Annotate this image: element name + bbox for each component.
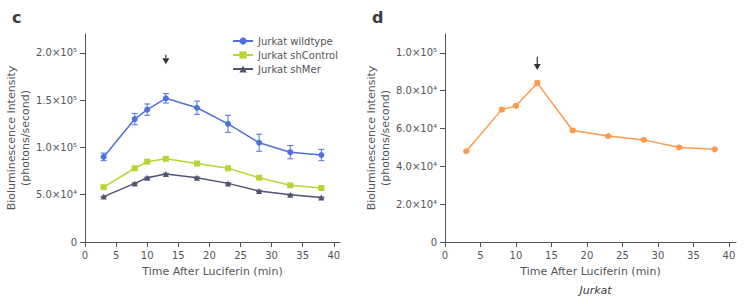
- svg-text:30: 30: [652, 250, 665, 261]
- svg-text:35: 35: [296, 250, 309, 261]
- svg-text:2.0×10⁴: 2.0×10⁴: [396, 199, 437, 210]
- svg-text:4.0×10⁴: 4.0×10⁴: [396, 161, 437, 172]
- svg-text:15: 15: [172, 250, 185, 261]
- svg-text:2.0×10⁵: 2.0×10⁵: [36, 47, 77, 58]
- svg-text:10: 10: [510, 250, 523, 261]
- svg-text:Time After Luciferin (min): Time After Luciferin (min): [519, 265, 660, 278]
- svg-text:Jurkat: Jurkat: [577, 284, 612, 297]
- svg-text:d: d: [372, 8, 383, 27]
- svg-text:40: 40: [327, 250, 340, 261]
- svg-text:Jurkat shControl: Jurkat shControl: [257, 50, 338, 61]
- svg-text:20: 20: [581, 250, 594, 261]
- svg-text:Jurkat wildtype: Jurkat wildtype: [257, 36, 333, 47]
- svg-text:(photons/second): (photons/second): [19, 90, 32, 186]
- svg-text:1.0×10⁵: 1.0×10⁵: [36, 142, 77, 153]
- svg-text:1.0×10⁵: 1.0×10⁵: [396, 47, 437, 58]
- svg-text:25: 25: [234, 250, 247, 261]
- svg-text:10: 10: [141, 250, 154, 261]
- svg-text:35: 35: [687, 250, 700, 261]
- svg-text:25: 25: [616, 250, 629, 261]
- svg-text:6.0×10⁴: 6.0×10⁴: [396, 123, 437, 134]
- svg-text:Bioluminescence Intensity: Bioluminescence Intensity: [5, 65, 18, 210]
- svg-text:8.0×10⁴: 8.0×10⁴: [396, 85, 437, 96]
- svg-text:30: 30: [265, 250, 278, 261]
- svg-text:5: 5: [113, 250, 119, 261]
- svg-text:c: c: [12, 8, 21, 27]
- svg-text:Bioluminescence Intensity: Bioluminescence Intensity: [365, 65, 378, 210]
- svg-text:5: 5: [477, 250, 483, 261]
- svg-text:20: 20: [203, 250, 216, 261]
- svg-text:1.5×10⁵: 1.5×10⁵: [36, 95, 77, 106]
- svg-text:0: 0: [431, 237, 437, 248]
- svg-text:0: 0: [82, 250, 88, 261]
- svg-text:Time After Luciferin (min): Time After Luciferin (min): [141, 265, 282, 278]
- svg-text:5.0×10⁴: 5.0×10⁴: [36, 189, 77, 200]
- svg-text:(photons/second): (photons/second): [379, 90, 392, 186]
- svg-text:Jurkat shMer: Jurkat shMer: [257, 64, 322, 75]
- svg-text:0: 0: [442, 250, 448, 261]
- svg-text:40: 40: [723, 250, 736, 261]
- svg-text:0: 0: [71, 237, 77, 248]
- svg-text:15: 15: [545, 250, 558, 261]
